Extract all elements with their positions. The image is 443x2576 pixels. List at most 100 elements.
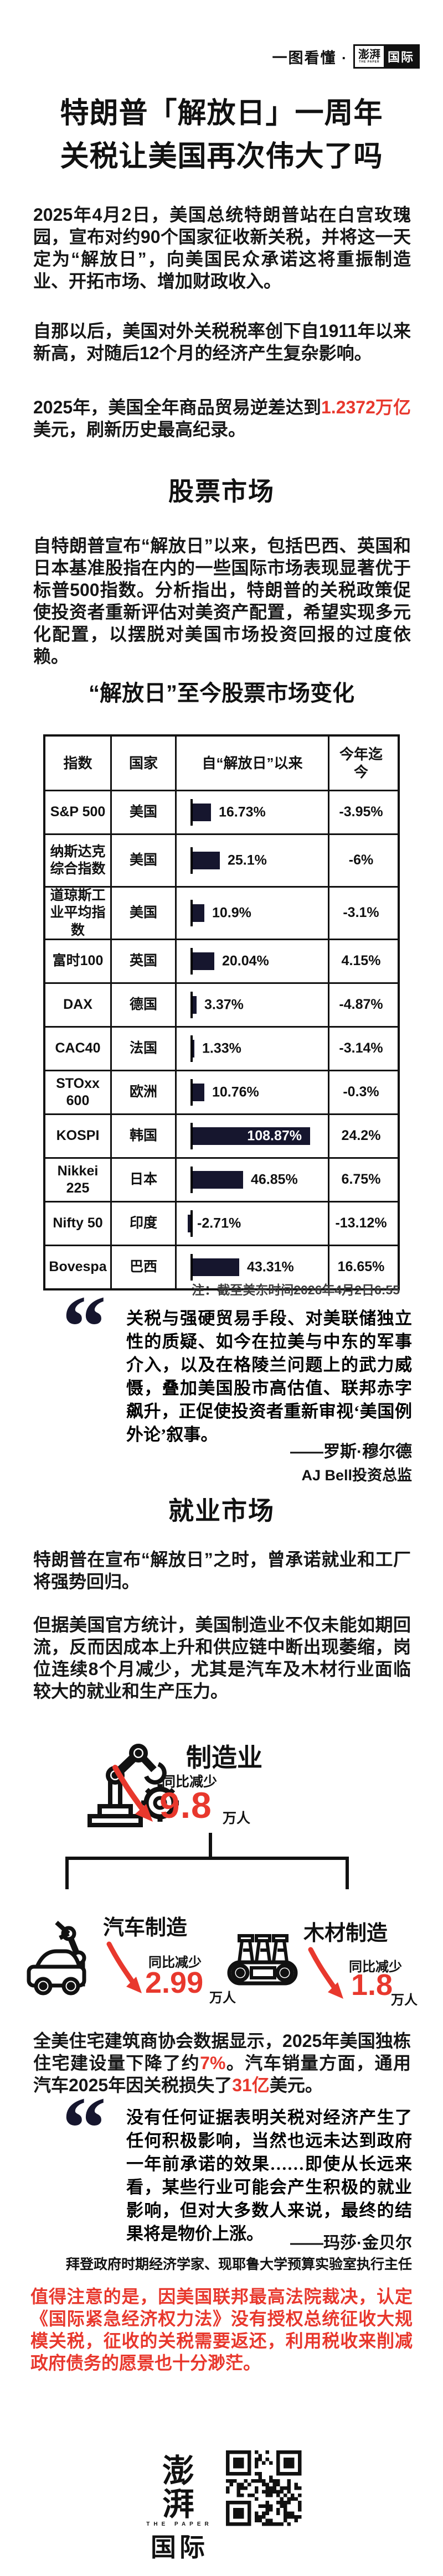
ytd-cell: -3.95% xyxy=(328,791,393,833)
diagram-lumber-value: 1.8 xyxy=(351,1968,393,2002)
bar-area: 25.1% xyxy=(177,835,328,886)
ytd-cell: -0.3% xyxy=(328,1071,393,1113)
bar xyxy=(188,1215,190,1232)
bar xyxy=(193,952,214,970)
country-cell: 英国 xyxy=(110,940,175,982)
highlighted-text: 31亿 xyxy=(232,2075,270,2095)
bar-value-label: 3.37% xyxy=(204,997,244,1013)
brand-prefix: 一图看懂 · xyxy=(272,49,348,66)
lumber-conveyor-icon xyxy=(227,1934,298,1986)
bar xyxy=(193,1171,243,1189)
index-name-cell: CAC40 xyxy=(55,1040,101,1056)
bar-cell: 10.76% xyxy=(175,1071,328,1113)
bar xyxy=(193,852,220,869)
table-header-cell: 今年迄今 xyxy=(328,737,393,790)
qr-code xyxy=(226,2450,302,2526)
car-robot-arm-icon xyxy=(27,1921,86,1996)
bar-baseline-tick xyxy=(190,799,193,826)
chart-footnote: 注：截至美东时间2026年4月2日6:55 xyxy=(192,1283,400,1297)
stock-intro-paragraph: 自特朗普宣布“解放日”以来，包括巴西、英国和日本基准股指在内的一些国际市场表现显… xyxy=(33,536,411,666)
bar-baseline-tick xyxy=(190,1167,193,1193)
index-name-cell: 纳斯达克综合指数 xyxy=(50,843,106,877)
text-segment: 。汽车销量方面，通用汽车2025年因关税损失了 xyxy=(33,2053,411,2095)
quote2-author: ——玛莎·金贝尔 xyxy=(290,2234,412,2252)
quote1-author: ——罗斯·穆尔德 xyxy=(290,1443,412,1461)
diagram-root-title: 制造业 xyxy=(186,1743,262,1772)
footer-brand-zh: 澎湃 xyxy=(162,2453,197,2522)
bar-value-label: 108.87% xyxy=(247,1128,302,1144)
bar-baseline-tick xyxy=(190,992,193,1018)
country-cell: 美国 xyxy=(110,791,175,833)
jobs-market-heading: 就业市场 xyxy=(168,1496,275,1525)
quote2-role: 拜登政府时期经济学家、现耶鲁大学预算实验室执行主任 xyxy=(65,2257,412,2272)
ytd-cell: -3.14% xyxy=(328,1028,393,1070)
index-name-cell: Nifty 50 xyxy=(53,1215,103,1231)
bar-value-label: -2.71% xyxy=(197,1215,241,1231)
tree-connector xyxy=(65,1833,349,1889)
index-name-cell: STOxx 600 xyxy=(56,1075,100,1108)
index-name-cell: Bovespa xyxy=(49,1259,107,1275)
table-row: S&P 500 美国 16.73% -3.95% xyxy=(45,790,398,833)
bar-value-label: 10.76% xyxy=(212,1084,259,1100)
bar-cell: 10.9% xyxy=(175,888,328,939)
quote1-role: AJ Bell投资总监 xyxy=(301,1467,412,1484)
ending-paragraph: 值得注意的是，因美国联邦最高法院裁决，认定《国际紧急经济权力法》没有授权总统征收… xyxy=(30,2287,413,2373)
diagram-root-label: 同比减少 xyxy=(162,1774,218,1790)
bar xyxy=(193,804,211,821)
bar-value-label: 20.04% xyxy=(222,953,269,969)
bar-baseline-tick xyxy=(190,1210,193,1237)
table-row: Nikkei 225 日本 46.85% 6.75% xyxy=(45,1157,398,1201)
quote-mark-icon: “ xyxy=(62,1277,106,1376)
diagram-lumber-title: 木材制造 xyxy=(303,1922,388,1945)
bar-value-label: 16.73% xyxy=(219,804,266,820)
jobs-paragraph-1: 特朗普在宣布“解放日”之时，曾承诺就业和工厂将强势回归。 xyxy=(33,1549,411,1592)
text-segment: 全美住宅建筑商协会数据显示，2025年美国独栋住宅建设量下降了约 xyxy=(33,2031,411,2073)
bar xyxy=(193,1084,204,1101)
bar-baseline-tick xyxy=(190,1254,193,1281)
intro-paragraph-3: 2025年，美国全年商品贸易逆差达到1.2372万亿美元，刷新历史最高纪录。 xyxy=(33,396,411,440)
bar xyxy=(193,996,197,1014)
footer-brand-en: THE PAPER xyxy=(146,2521,213,2527)
quote-mark-icon: “ xyxy=(62,2079,106,2177)
bar-baseline-tick xyxy=(190,1079,193,1106)
page-title-line2: 关税让美国再次伟大了吗 xyxy=(60,141,383,173)
table-row: Bovespa 巴西 43.31% 16.65% xyxy=(45,1245,398,1288)
thepaper-logo-left: 澎湃 THE PAPER xyxy=(354,46,384,67)
bar-area: 46.85% xyxy=(177,1159,328,1201)
bar-cell: 1.33% xyxy=(175,1028,328,1070)
quote2-text: 没有任何证据表明关税对经济产生了任何积极影响，当然也远未达到政府一年前承诺的效果… xyxy=(126,2108,412,2243)
footer-brand: 澎湃 THE PAPER 国际 xyxy=(146,2455,213,2564)
bar-area: -2.71% xyxy=(177,1203,328,1245)
diagram-auto-value: 2.99 xyxy=(145,1966,204,1999)
bar-value-label: 25.1% xyxy=(228,852,267,868)
country-cell: 美国 xyxy=(110,835,175,886)
bar-area: 16.73% xyxy=(177,791,328,833)
bar-baseline-tick xyxy=(190,1035,193,1062)
brand-header: 一图看懂 · 澎湃 THE PAPER 国际 xyxy=(272,44,420,69)
bar xyxy=(193,1127,310,1145)
diagram-auto-title: 汽车制造 xyxy=(103,1916,188,1940)
bar-cell: 108.87% xyxy=(175,1115,328,1157)
country-cell: 美国 xyxy=(110,888,175,939)
red-arrow-down-icon xyxy=(106,1941,142,1993)
bar xyxy=(193,1258,239,1276)
diagram-root-value: 9.8 xyxy=(159,1785,212,1826)
bar-cell: 43.31% xyxy=(175,1246,328,1288)
highlighted-text: 1.2372万亿 xyxy=(321,397,411,417)
table-header-cell: 国家 xyxy=(110,737,175,790)
bar-cell: 25.1% xyxy=(175,835,328,886)
bar-area: 10.9% xyxy=(177,888,328,939)
diagram-root-unit: 万人 xyxy=(223,1811,251,1826)
bar-value-label: 10.9% xyxy=(212,905,251,921)
ytd-cell: -4.87% xyxy=(328,984,393,1026)
table-row: CAC40 法国 1.33% -3.14% xyxy=(45,1026,398,1070)
footer-brand-guoji: 国际 xyxy=(151,2533,208,2562)
intro-paragraph-1: 2025年4月2日，美国总统特朗普站在白宫玫瑰园，宣布对约90个国家征收新关税，… xyxy=(33,205,411,291)
bar-baseline-tick xyxy=(190,1123,193,1149)
table-row: 富时100 英国 20.04% 4.15% xyxy=(45,939,398,982)
ytd-cell: -3.1% xyxy=(328,888,393,939)
bar-value-label: 43.31% xyxy=(247,1259,294,1275)
bar-baseline-tick xyxy=(190,948,193,975)
bar-value-label: 46.85% xyxy=(251,1172,298,1188)
table-row: Nifty 50 印度 -2.71% -13.12% xyxy=(45,1201,398,1245)
